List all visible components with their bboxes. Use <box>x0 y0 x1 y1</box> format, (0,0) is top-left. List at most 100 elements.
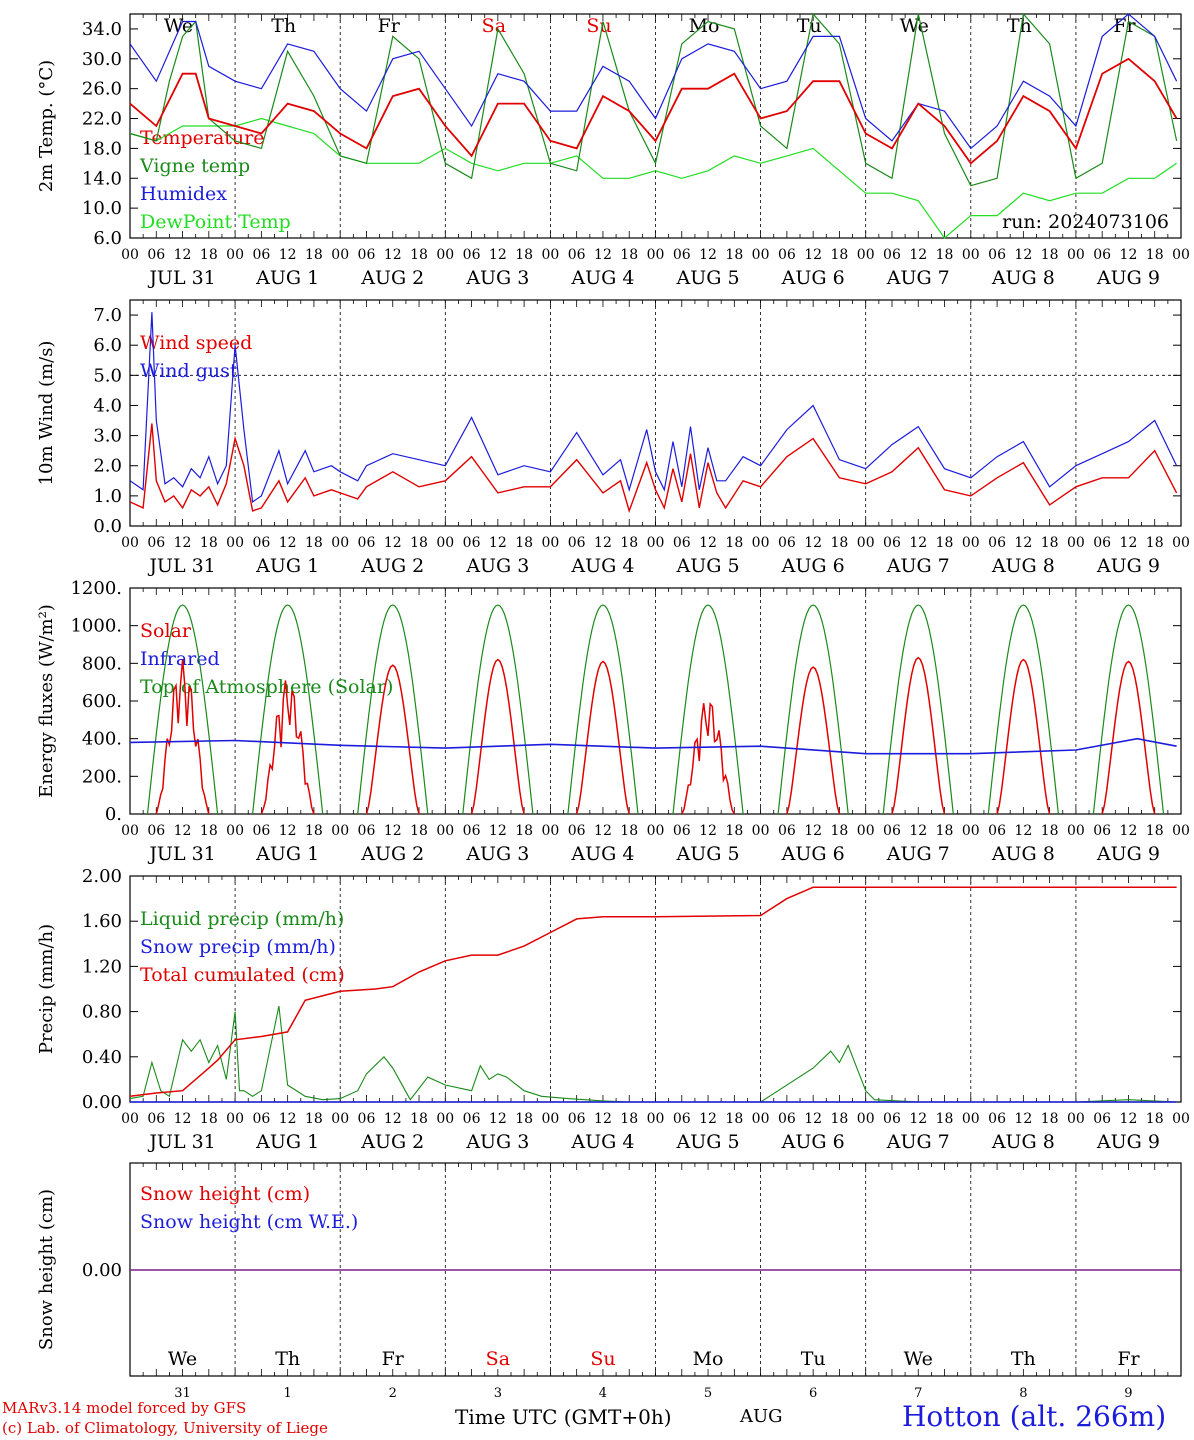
day-label: AUG 8 <box>991 555 1055 577</box>
hour-tick-label: 12 <box>804 823 822 839</box>
hour-tick-label: 18 <box>410 247 428 263</box>
hour-tick-label: 06 <box>252 247 270 263</box>
hour-tick-label: 06 <box>568 247 586 263</box>
day-number-label: 5 <box>704 1386 712 1401</box>
day-label: AUG 8 <box>991 267 1055 289</box>
series-line-temperature <box>129 57 1178 165</box>
hour-tick-label: 06 <box>358 247 376 263</box>
solar-arch <box>1101 660 1156 815</box>
y-tick-label: 400. <box>82 729 122 750</box>
hour-tick-label: 00 <box>226 823 244 839</box>
hour-tick-label: 00 <box>436 535 454 551</box>
hour-tick-label: 00 <box>1067 823 1085 839</box>
hour-tick-label: 06 <box>463 535 481 551</box>
day-label: AUG 5 <box>676 555 740 577</box>
day-label: AUG 6 <box>781 555 845 577</box>
day-number-label: 1 <box>284 1386 292 1401</box>
hour-tick-label: 12 <box>1120 535 1138 551</box>
hour-tick-label: 18 <box>620 823 638 839</box>
hour-tick-label: 00 <box>857 823 875 839</box>
solar-arch <box>996 658 1051 815</box>
y-tick-label: 0.0 <box>93 516 122 537</box>
time-axis-label: Time UTC (GMT+0h) <box>455 1405 672 1429</box>
hour-tick-label: 18 <box>1146 823 1164 839</box>
hour-tick-label: 00 <box>647 823 665 839</box>
series-line-liquid-precip-mm-h <box>129 1005 1177 1103</box>
series-line-total-cumulated-cm <box>129 886 1177 1098</box>
legend-item: Snow height (cm) <box>140 1183 310 1205</box>
hour-tick-label: 12 <box>384 535 402 551</box>
run-annotation: run: 2024073106 <box>1002 211 1169 233</box>
y-tick-label: 2.0 <box>93 456 122 477</box>
hour-tick-label: 12 <box>489 1111 507 1127</box>
series-line-vigne-temp <box>129 12 1178 187</box>
legend-item: Vigne temp <box>139 155 250 177</box>
hour-tick-label: 12 <box>384 247 402 263</box>
hour-tick-label: 12 <box>699 247 717 263</box>
weekday-label: We <box>164 15 193 37</box>
day-label: AUG 5 <box>676 1131 740 1153</box>
hour-tick-label: 18 <box>305 823 323 839</box>
y-axis-title: Energy fluxes (W/m²) <box>36 604 57 798</box>
hour-tick-label: 18 <box>1146 535 1164 551</box>
day-label: AUG 2 <box>360 267 424 289</box>
y-tick-label: 0.00 <box>82 1092 122 1113</box>
hour-tick-label: 18 <box>410 1111 428 1127</box>
day-label: AUG 2 <box>360 843 424 865</box>
hour-tick-label: 00 <box>121 823 139 839</box>
hour-tick-label: 18 <box>831 823 849 839</box>
y-tick-label: 600. <box>82 691 122 712</box>
y-tick-label: 34.0 <box>82 19 122 40</box>
hour-tick-label: 18 <box>831 535 849 551</box>
day-number-label: 6 <box>809 1386 817 1401</box>
hour-tick-label: 00 <box>962 823 980 839</box>
day-label: AUG 1 <box>255 267 319 289</box>
toa-solar-arch <box>882 604 954 815</box>
hour-tick-label: 06 <box>568 1111 586 1127</box>
hour-tick-label: 00 <box>331 247 349 263</box>
hour-tick-label: 12 <box>594 247 612 263</box>
toa-solar-arch <box>357 604 429 815</box>
day-label: AUG 2 <box>360 555 424 577</box>
legend-item: Wind speed <box>140 332 252 354</box>
hour-tick-label: 00 <box>1067 247 1085 263</box>
model-credit: MARv3.14 model forced by GFS <box>2 1399 247 1417</box>
y-tick-label: 10.0 <box>82 198 122 219</box>
series-line-infrared <box>129 737 1177 755</box>
hour-tick-label: 00 <box>541 1111 559 1127</box>
hour-tick-label: 18 <box>515 823 533 839</box>
day-label: AUG 2 <box>360 1131 424 1153</box>
y-tick-label: 18.0 <box>82 138 122 159</box>
day-label: JUL 31 <box>147 1131 215 1153</box>
weekday-label: Fr <box>382 1348 405 1370</box>
hour-tick-label: 00 <box>436 247 454 263</box>
day-label: AUG 5 <box>676 843 740 865</box>
weekday-label: Mo <box>693 1348 724 1370</box>
y-tick-label: 200. <box>82 766 122 787</box>
hour-tick-label: 18 <box>200 247 218 263</box>
day-label: AUG 3 <box>465 1131 529 1153</box>
weekday-label: Sa <box>486 1348 510 1370</box>
hour-tick-label: 12 <box>489 535 507 551</box>
series-line-dewpoint-temp <box>129 117 1177 239</box>
y-tick-label: 5.0 <box>93 365 122 386</box>
y-tick-label: 0.00 <box>82 1260 122 1281</box>
hour-tick-label: 06 <box>883 535 901 551</box>
hour-tick-label: 06 <box>463 247 481 263</box>
legend-item: Liquid precip (mm/h) <box>140 908 344 930</box>
weekday-label: Su <box>590 1348 615 1370</box>
solar-arch <box>470 658 525 815</box>
day-number-label: 31 <box>174 1386 191 1401</box>
hour-tick-label: 12 <box>804 535 822 551</box>
day-label: JUL 31 <box>147 267 215 289</box>
day-label: AUG 7 <box>886 555 950 577</box>
day-label: AUG 7 <box>886 843 950 865</box>
day-label: AUG 4 <box>570 555 634 577</box>
hour-tick-label: 12 <box>174 823 192 839</box>
hour-tick-label: 18 <box>725 823 743 839</box>
hour-tick-label: 00 <box>436 1111 454 1127</box>
hour-tick-label: 06 <box>778 535 796 551</box>
solar-arch <box>681 701 735 815</box>
weekday-label: Th <box>1011 1348 1036 1370</box>
legend-item: Snow height (cm W.E.) <box>140 1211 358 1233</box>
